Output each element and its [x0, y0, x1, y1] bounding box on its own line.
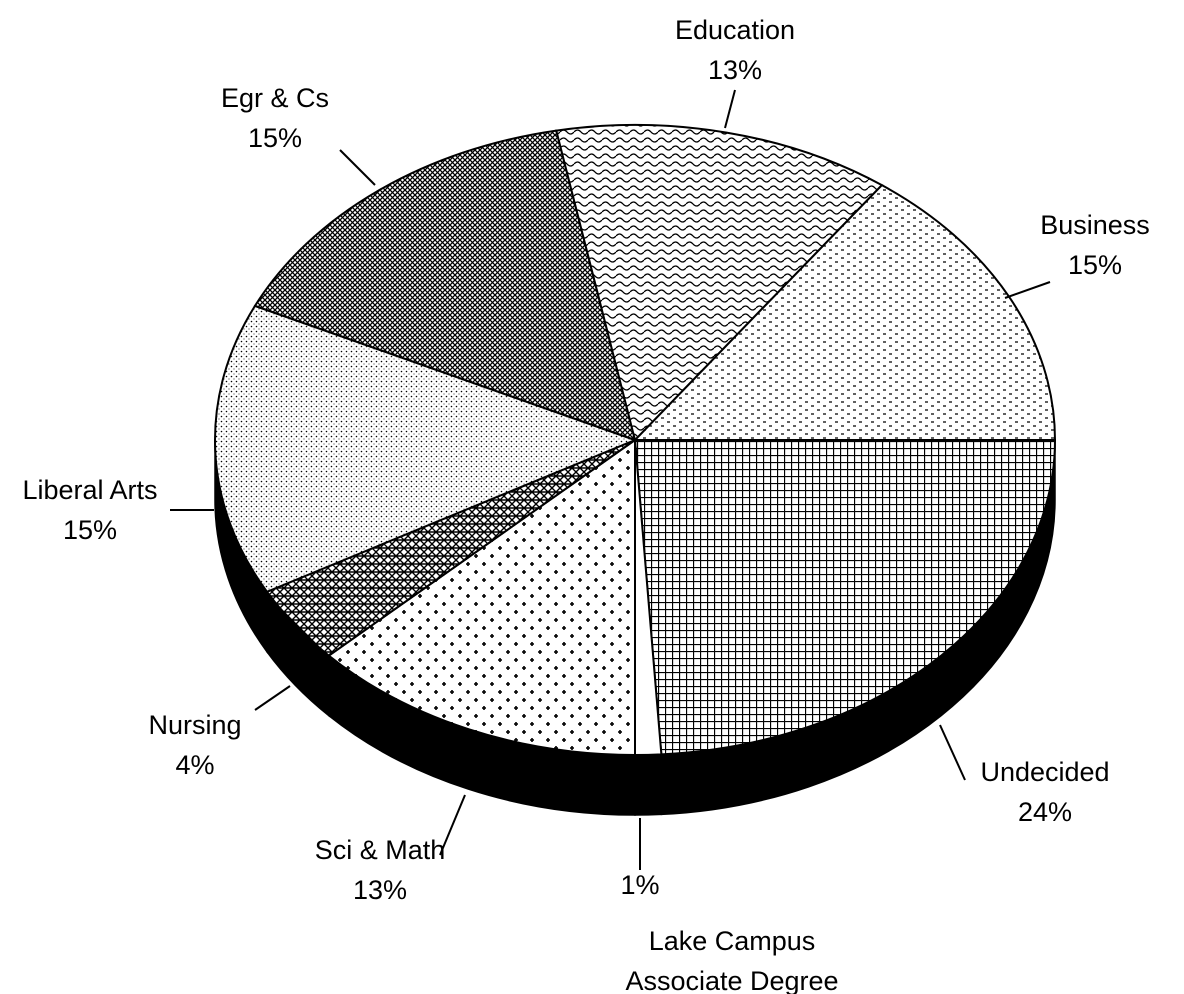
leader-line: [939, 724, 966, 781]
slice-label: Nursing: [148, 710, 242, 740]
slice-value-label: 4%: [175, 750, 215, 780]
leader-line: [439, 794, 466, 856]
slice-label: Education: [674, 15, 796, 45]
slice-label: Egr & Cs: [220, 83, 330, 113]
leader-line: [1004, 281, 1051, 299]
slice: [214, 304, 638, 593]
slice-value-label: 15%: [1067, 250, 1123, 280]
slice: [633, 439, 1057, 756]
slice-side: [634, 753, 663, 816]
leader-line: [724, 89, 736, 129]
slice-label: Sci & Math: [314, 835, 446, 865]
slice: [555, 124, 884, 442]
leader-line: [339, 149, 376, 186]
slice-value-label: 15%: [247, 123, 303, 153]
slice-label: Undecided: [980, 757, 1110, 787]
slice-value-label: 15%: [62, 515, 118, 545]
slice-value-label: 13%: [352, 875, 408, 905]
slice-label: Lake Campus Associate Degree: [625, 926, 839, 994]
slice: [327, 438, 636, 757]
leader-line: [254, 685, 291, 711]
slice-value-label: 24%: [1017, 797, 1073, 827]
slice-label: Business: [1040, 210, 1150, 240]
slice: [253, 129, 637, 442]
slice-label: Liberal Arts: [22, 475, 158, 505]
slice-value-label: 13%: [707, 55, 763, 85]
slice-value-label: 1%: [620, 870, 660, 900]
